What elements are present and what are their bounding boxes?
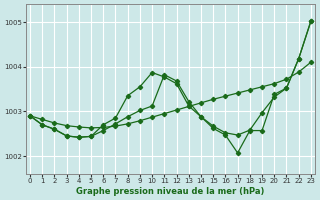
X-axis label: Graphe pression niveau de la mer (hPa): Graphe pression niveau de la mer (hPa) bbox=[76, 187, 265, 196]
